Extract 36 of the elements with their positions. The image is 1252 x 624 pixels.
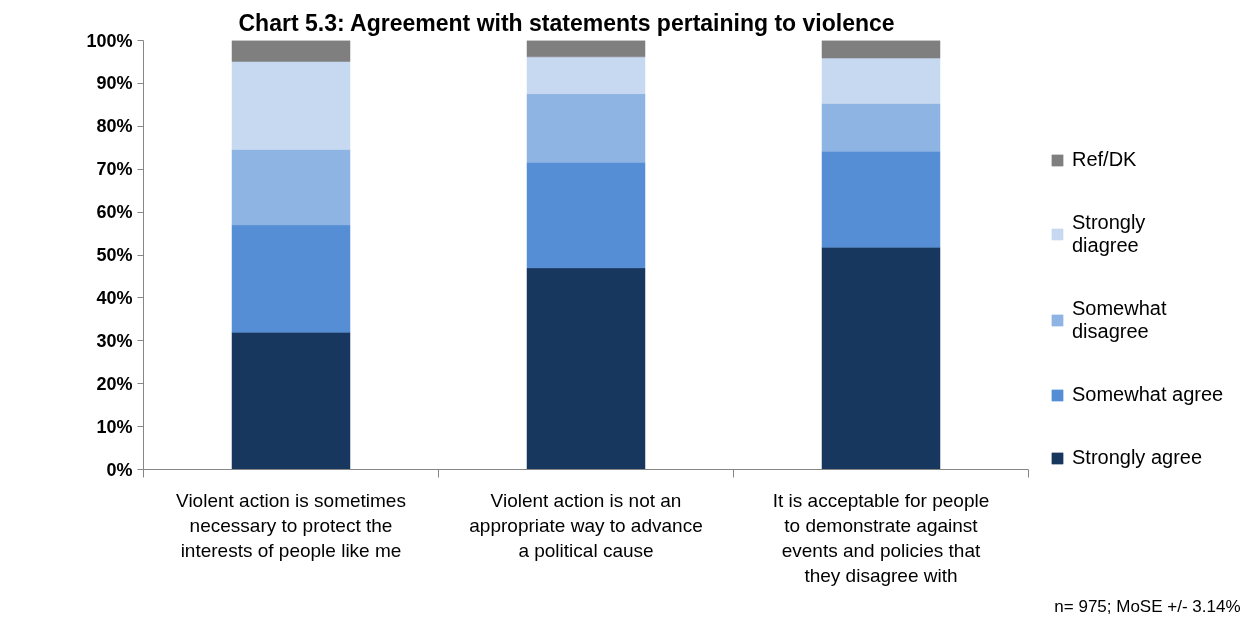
y-tick-label: 20% — [96, 373, 133, 394]
y-tick-label: 0% — [106, 459, 133, 480]
x-tick-label: Violent action is sometimes necessary to protect the interests of people like me — [176, 489, 406, 561]
bar — [821, 40, 941, 59]
y-tick-label: 50% — [96, 245, 133, 265]
y-tick-label: 60% — [96, 202, 133, 223]
bar — [821, 103, 941, 152]
text: n= 975; MoSE +/- 3.14% — [1054, 596, 1241, 616]
legend-label: Strongly agree — [1072, 446, 1203, 469]
bar — [821, 57, 941, 104]
bar — [526, 93, 646, 163]
bar — [231, 61, 351, 150]
x-tick-label: It is acceptable for people to demonstrate against events and policies that they disagree with — [772, 489, 990, 587]
bar — [526, 40, 646, 58]
bar — [231, 224, 351, 333]
y-tick-label: 80% — [96, 116, 133, 137]
x-tick-label: Violent action is not an appropriate way to advance a political cause — [469, 489, 703, 561]
bar — [231, 149, 351, 226]
bar — [526, 56, 646, 94]
legend-label: Ref/DK — [1072, 148, 1137, 171]
y-tick-label: 30% — [96, 330, 133, 351]
legend-label: Somewhat agree — [1072, 383, 1224, 406]
bar — [231, 331, 351, 470]
y-tick-label: 40% — [96, 287, 133, 308]
chart-title: Chart 5.3: Agreement with statements pertaining to violence — [238, 9, 895, 36]
y-tick-label: 10% — [96, 416, 133, 437]
bar — [526, 267, 646, 470]
y-tick-label: 100% — [86, 30, 133, 51]
bar — [231, 40, 351, 62]
bar — [526, 162, 646, 269]
legend-label: Somewhat disagree — [1072, 297, 1167, 343]
bar — [821, 150, 941, 248]
y-tick-label: 90% — [96, 73, 133, 94]
y-tick-label: 70% — [96, 159, 133, 180]
bar — [821, 247, 941, 470]
legend-label: Strongly diagree — [1072, 211, 1146, 257]
